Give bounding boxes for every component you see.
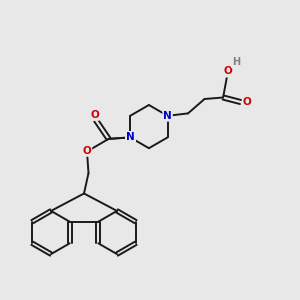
Text: H: H bbox=[232, 57, 240, 68]
Text: N: N bbox=[126, 132, 135, 142]
Text: O: O bbox=[90, 110, 99, 120]
Text: N: N bbox=[163, 111, 172, 121]
Text: O: O bbox=[224, 66, 232, 76]
Text: N: N bbox=[126, 132, 135, 142]
Text: O: O bbox=[243, 97, 251, 107]
Text: O: O bbox=[82, 146, 91, 156]
